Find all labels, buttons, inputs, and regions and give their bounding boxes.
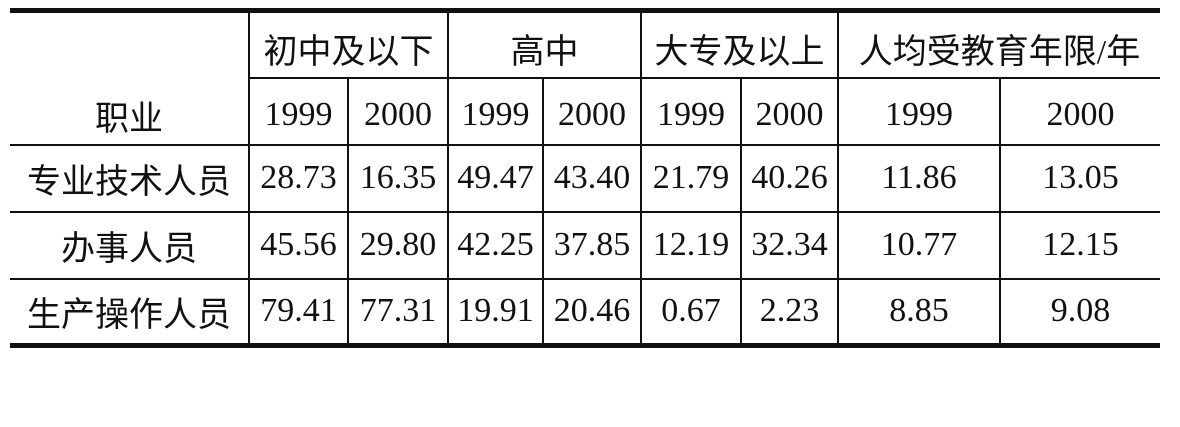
cell: 2.23 xyxy=(740,277,839,346)
table-row: 办事人员 45.56 29.80 42.25 37.85 12.19 32.34… xyxy=(10,210,1161,280)
cell: 28.73 xyxy=(248,143,349,213)
year-header: 1999 xyxy=(249,76,349,146)
cell: 11.86 xyxy=(837,143,1001,213)
header-row-years: 1999 2000 1999 2000 1999 2000 1999 2000 xyxy=(10,76,1161,146)
cell: 20.46 xyxy=(542,277,642,346)
cell: 21.79 xyxy=(640,143,742,213)
cell: 12.15 xyxy=(998,210,1161,280)
cell: 0.67 xyxy=(640,277,742,346)
cell: 32.34 xyxy=(740,210,839,280)
year-header: 2000 xyxy=(998,76,1161,146)
cell: 43.40 xyxy=(542,143,642,213)
header-row-groups: 职业 初中及以下 高中 大专及以上 人均受教育年限/年 xyxy=(10,10,1161,146)
cell: 9.08 xyxy=(998,277,1161,346)
row-label: 办事人员 xyxy=(10,210,250,280)
cell: 13.05 xyxy=(998,143,1161,213)
cell: 77.31 xyxy=(347,277,449,346)
cell: 19.91 xyxy=(447,277,544,346)
table-row: 生产操作人员 79.41 77.31 19.91 20.46 0.67 2.23… xyxy=(10,277,1161,346)
education-by-occupation-table: 职业 初中及以下 高中 大专及以上 人均受教育年限/年 1999 2000 19… xyxy=(10,8,1161,348)
table-row: 专业技术人员 28.73 16.35 49.47 43.40 21.79 40.… xyxy=(10,143,1161,213)
year-header: 1999 xyxy=(837,76,1001,146)
cell: 12.19 xyxy=(640,210,742,280)
cell: 40.26 xyxy=(740,143,839,213)
cell: 45.56 xyxy=(248,210,349,280)
group-header: 大专及以上 xyxy=(640,10,839,79)
cell: 42.25 xyxy=(447,210,544,280)
cell: 10.77 xyxy=(837,210,1001,280)
year-header: 1999 xyxy=(447,76,544,146)
cell: 8.85 xyxy=(837,277,1001,346)
cell: 49.47 xyxy=(447,143,544,213)
cell: 79.41 xyxy=(248,277,349,346)
row-label: 专业技术人员 xyxy=(10,143,250,213)
group-header: 高中 xyxy=(447,10,642,79)
cell: 37.85 xyxy=(542,210,642,280)
year-header: 1999 xyxy=(640,76,742,146)
group-header: 人均受教育年限/年 xyxy=(836,10,1161,79)
group-header: 初中及以下 xyxy=(248,10,449,79)
year-header: 2000 xyxy=(542,76,642,146)
occupation-header: 职业 xyxy=(10,10,250,146)
cell: 29.80 xyxy=(347,210,449,280)
year-header: 2000 xyxy=(347,76,449,146)
cell: 16.35 xyxy=(347,143,449,213)
year-header: 2000 xyxy=(740,76,839,146)
row-label: 生产操作人员 xyxy=(10,277,250,346)
